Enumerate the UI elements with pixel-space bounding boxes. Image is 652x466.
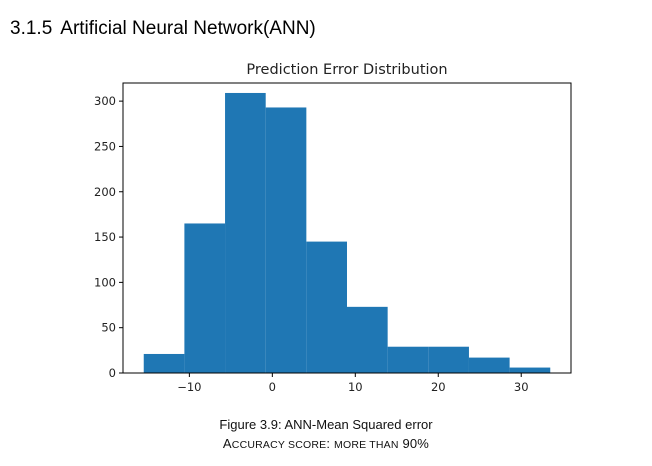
y-tick-label: 250: [94, 139, 116, 153]
x-tick-label: 10: [348, 380, 363, 394]
y-axis-ticks: 0 50 100 150 200 250 300: [94, 94, 123, 380]
x-tick-label: 20: [431, 380, 446, 394]
chart-title: Prediction Error Distribution: [246, 62, 447, 78]
histogram-bar: [265, 107, 307, 373]
histogram-bar: [143, 353, 185, 373]
section-heading: 3.1.5 Artificial Neural Network(ANN): [10, 18, 316, 40]
y-tick-label: 200: [94, 185, 116, 199]
figure-caption: Figure 3.9: ANN-Mean Squared error: [219, 417, 433, 432]
accuracy-text-part: :: [326, 436, 335, 451]
histogram-bar: [225, 92, 266, 373]
accuracy-text-part: MORE THAN: [334, 439, 399, 451]
x-axis-ticks: −10 0 10 20 30: [177, 373, 529, 394]
x-tick-label: 30: [514, 380, 529, 394]
y-tick-label: 0: [109, 366, 116, 380]
y-tick-label: 150: [94, 230, 116, 244]
x-tick-label: 0: [269, 380, 276, 394]
x-tick-label: −10: [177, 380, 201, 394]
histogram-bar: [347, 306, 388, 373]
histogram-bar: [184, 223, 226, 373]
histogram-bar: [387, 346, 429, 373]
histogram-bar: [428, 346, 469, 373]
y-tick-label: 300: [94, 94, 116, 108]
accuracy-text-part: 90%: [398, 436, 430, 451]
y-tick-label: 100: [94, 275, 116, 289]
accuracy-text-part: A: [222, 436, 232, 451]
histogram-bar: [468, 357, 510, 373]
y-tick-label: 50: [101, 321, 116, 335]
axes-frame: [122, 82, 572, 374]
accuracy-text-part: CCURACY SCORE: [231, 439, 327, 451]
histogram-chart: Prediction Error Distribution −10 0 10 20 30…: [94, 62, 572, 394]
section-title: Artificial Neural Network(ANN): [60, 18, 316, 39]
bar-group: [143, 92, 551, 373]
histogram-bar: [306, 241, 347, 373]
histogram-bar: [509, 367, 551, 373]
accuracy-caption: ACCURACY SCORE: MORE THAN 90%: [0, 436, 652, 451]
section-number: 3.1.5: [10, 18, 53, 39]
